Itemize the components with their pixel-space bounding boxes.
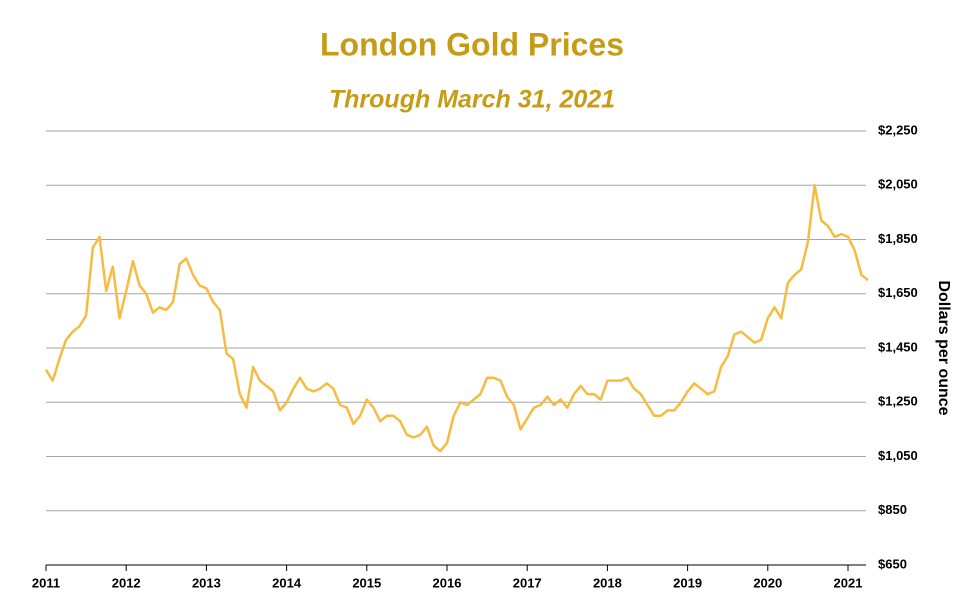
x-tick-label: 2014 bbox=[272, 575, 302, 590]
y-axis-label: Dollars per ounce bbox=[935, 280, 952, 415]
x-tick-label: 2019 bbox=[673, 575, 702, 590]
y-tick-label: $650 bbox=[878, 556, 907, 571]
y-tick-label: $1,650 bbox=[878, 285, 918, 300]
y-tick-label: $1,250 bbox=[878, 394, 918, 409]
y-tick-label: $2,250 bbox=[878, 122, 918, 137]
x-tick-label: 2020 bbox=[753, 575, 782, 590]
x-tick-label: 2016 bbox=[433, 575, 462, 590]
x-tick-label: 2011 bbox=[32, 575, 60, 590]
y-tick-label: $1,050 bbox=[878, 448, 918, 463]
y-tick-label: $2,050 bbox=[878, 177, 918, 192]
x-tick-label: 2013 bbox=[192, 575, 221, 590]
x-tick-label: 2012 bbox=[112, 575, 141, 590]
chart-title: London Gold Prices bbox=[320, 26, 624, 62]
x-tick-label: 2017 bbox=[513, 575, 542, 590]
y-tick-label: $1,850 bbox=[878, 231, 918, 246]
x-tick-label: 2018 bbox=[593, 575, 622, 590]
x-tick-label: 2015 bbox=[352, 575, 381, 590]
x-tick-label: 2021 bbox=[834, 575, 863, 590]
price-line bbox=[44, 184, 869, 453]
y-tick-label: $1,450 bbox=[878, 339, 918, 354]
y-tick-label: $850 bbox=[878, 502, 907, 517]
chart-subtitle: Through March 31, 2021 bbox=[329, 86, 615, 114]
